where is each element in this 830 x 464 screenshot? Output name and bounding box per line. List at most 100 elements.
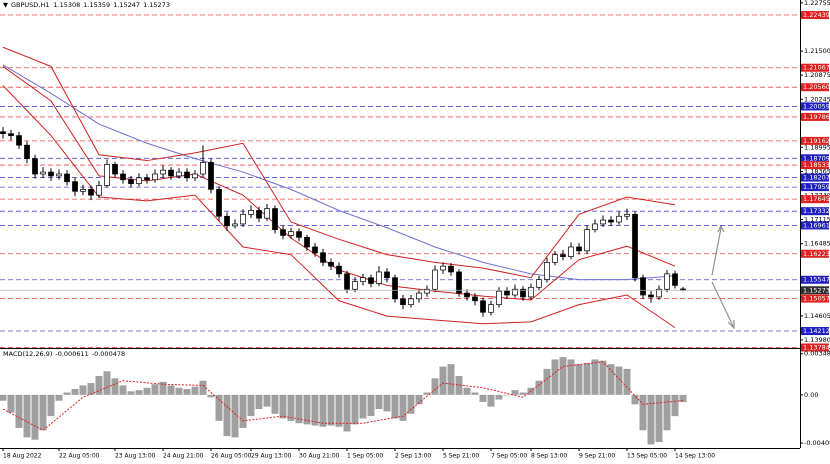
y-tick-label: 1.13980 [804, 336, 830, 344]
level-label-bg [801, 207, 829, 216]
macd-bar [383, 394, 391, 412]
level-label: 1.17332 [803, 207, 830, 215]
candle-body [328, 261, 334, 267]
candle-body [64, 173, 70, 183]
level-label: 1.15547 [803, 276, 830, 284]
macd-bar [223, 394, 231, 437]
candle-body [80, 189, 86, 192]
level-label: 1.14212 [803, 327, 830, 335]
level-label: 1.21067 [803, 64, 830, 72]
candle-body [672, 273, 678, 286]
macd-bar [487, 394, 495, 407]
macd-bar [479, 394, 487, 402]
indicator-line [2, 46, 676, 279]
current-price-label: 1.15273 [803, 286, 830, 294]
macd-bar [39, 394, 47, 431]
level-label: 1.19786 [803, 113, 830, 121]
level-label-bg [801, 63, 829, 72]
candle-body [416, 292, 422, 300]
macd-bar [359, 394, 367, 419]
candle-body [544, 261, 550, 280]
symbol: GBPUSD,H1 [11, 1, 49, 9]
macd-bar [79, 385, 87, 395]
macd-bar [87, 383, 95, 395]
macd-bar [63, 392, 71, 395]
candle-body [536, 279, 542, 288]
x-tick-label: 18 Aug 2022 [3, 453, 42, 460]
candle-body [184, 171, 190, 179]
candle-body [488, 304, 494, 313]
candle-body [312, 246, 318, 254]
macd-bar [567, 359, 575, 395]
macd-bar [103, 371, 111, 395]
macd-bar [423, 392, 431, 395]
candle-body [568, 246, 574, 257]
level-label-bg [801, 327, 829, 336]
candle-body [600, 219, 606, 225]
candle-body [56, 173, 62, 177]
candle-body [448, 265, 454, 273]
macd-bar [23, 394, 31, 438]
macd-bar [287, 394, 295, 421]
candle-body [464, 292, 470, 298]
level-label-bg [801, 154, 829, 163]
candle-body [88, 189, 94, 196]
level-label-bg [801, 343, 829, 352]
candle-body [632, 213, 638, 279]
candle-body [96, 185, 102, 196]
y-tick-label: 1.22755 [804, 0, 830, 7]
level-label-bg [801, 183, 829, 192]
macd-main-value: -0.000611 [55, 350, 88, 358]
x-tick-label: 8 Sep 13:00 [531, 453, 567, 460]
macd-header: MACD(12,26,9) -0.000611 -0.000478 [3, 350, 125, 358]
level-label: 1.17645 [803, 195, 830, 203]
candle-body [424, 288, 430, 294]
candle-body [160, 169, 166, 175]
header-close: 1.15273 [143, 1, 170, 9]
x-tick-label: 22 Aug 05:00 [59, 453, 100, 460]
candle-body [264, 208, 270, 219]
candle-body [504, 290, 510, 296]
macd-bar [511, 390, 519, 395]
candle-body [48, 171, 54, 177]
candle-body [144, 177, 150, 181]
menu-icon: ▼ [3, 1, 8, 9]
candle-body [432, 269, 438, 290]
level-label-bg [801, 294, 829, 303]
level-label: 1.20560 [803, 83, 830, 91]
candle-body [112, 164, 118, 175]
candle-body [520, 288, 526, 298]
macd-bar [575, 364, 583, 395]
macd-bar [343, 394, 351, 432]
candle-body [376, 271, 382, 284]
level-label-bg [801, 11, 829, 20]
candle-body [104, 164, 110, 186]
macd-bar [47, 394, 55, 417]
candle-body [440, 265, 446, 271]
level-label-bg [801, 195, 829, 204]
candle-body [16, 135, 22, 146]
macd-bar [263, 394, 271, 407]
candle-body [392, 277, 398, 300]
macd-bar [615, 366, 623, 395]
level-label: 1.16961 [803, 221, 830, 229]
macd-bar [671, 394, 679, 417]
current-price-bg [801, 286, 829, 295]
level-label-bg [801, 221, 829, 230]
macd-bar [471, 392, 479, 395]
macd-signal-value: -0.000478 [92, 350, 125, 358]
candle-body [352, 281, 358, 290]
level-label-bg [801, 173, 829, 182]
macd-bar [247, 394, 255, 417]
candle-body [472, 296, 478, 302]
macd-bar [167, 385, 175, 395]
macd-bar [631, 394, 639, 405]
level-label: 1.16223 [803, 250, 830, 258]
macd-bar [215, 394, 223, 421]
candle-body [616, 215, 622, 223]
y-tick-label: 1.16485 [804, 240, 830, 248]
level-label-bg [801, 136, 829, 145]
candle-body [72, 181, 78, 192]
candle-body [296, 231, 302, 238]
